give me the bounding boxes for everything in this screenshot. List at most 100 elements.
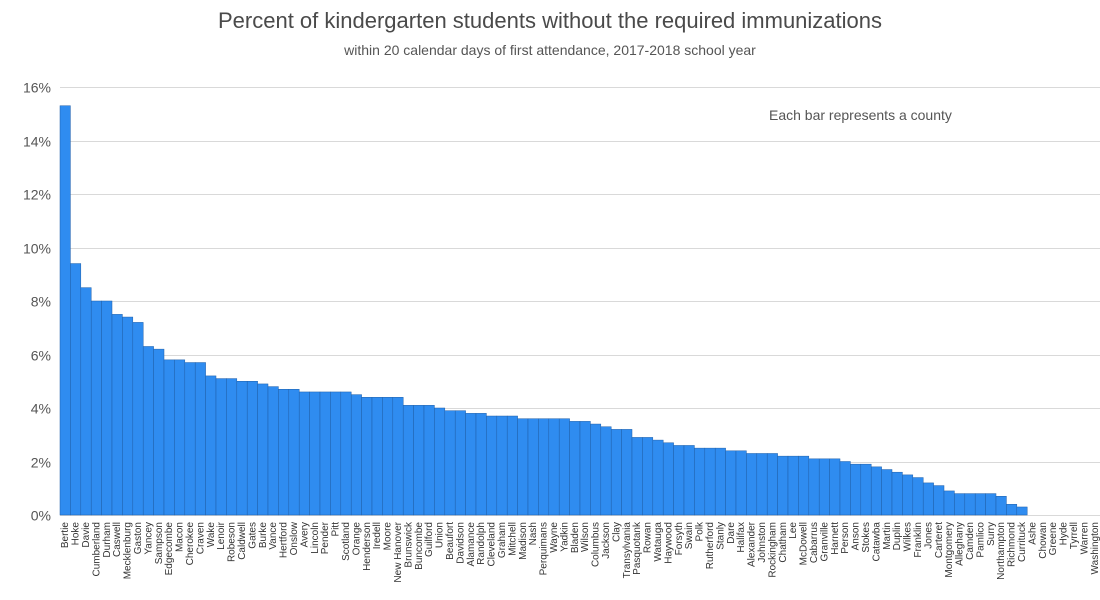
bar bbox=[496, 415, 508, 516]
chart-annotation: Each bar represents a county bbox=[769, 107, 952, 123]
bar bbox=[642, 437, 654, 516]
y-tick-label: 4% bbox=[31, 401, 51, 417]
x-tick-label: Franklin bbox=[913, 522, 924, 558]
bar bbox=[922, 482, 934, 516]
bar bbox=[486, 415, 498, 516]
x-tick-label: Brunswick bbox=[403, 521, 414, 568]
gridlines bbox=[60, 87, 1100, 516]
bar bbox=[122, 316, 134, 516]
bar bbox=[954, 493, 966, 516]
x-tick-label: Granville bbox=[819, 522, 830, 562]
bar bbox=[101, 300, 113, 516]
bar bbox=[756, 453, 768, 516]
x-tick-label: Davidson bbox=[455, 522, 466, 564]
x-axis-ticks: Bertie Hoke Davie Cumberland Durham Caswell Me… bbox=[60, 521, 1100, 583]
bar bbox=[506, 415, 518, 516]
bar bbox=[278, 389, 290, 516]
x-tick-label: Anson bbox=[851, 522, 862, 550]
bar bbox=[382, 397, 394, 516]
x-tick-label: Graham bbox=[497, 522, 508, 558]
x-tick-label: Harnett bbox=[830, 522, 841, 555]
x-tick-label: Yancey bbox=[143, 522, 154, 555]
x-tick-label: Stanly bbox=[715, 522, 726, 550]
x-tick-label: Onslow bbox=[289, 521, 300, 555]
bar bbox=[870, 466, 882, 516]
x-tick-label: Washington bbox=[1090, 522, 1100, 574]
x-tick-label: Davie bbox=[81, 522, 92, 548]
x-tick-label: Perquimans bbox=[539, 522, 550, 575]
x-tick-label: Columbus bbox=[591, 522, 602, 567]
x-tick-label: Lincoln bbox=[310, 522, 321, 554]
x-tick-label: Macon bbox=[175, 522, 186, 552]
bar bbox=[517, 418, 529, 516]
x-tick-label: Forsyth bbox=[674, 522, 685, 555]
x-tick-label: Wilson bbox=[580, 522, 591, 552]
x-tick-label: Wilkes bbox=[903, 522, 914, 551]
bar bbox=[839, 461, 851, 516]
x-tick-label: Tyrrell bbox=[1069, 522, 1080, 549]
x-tick-label: Orange bbox=[351, 522, 362, 556]
bar bbox=[475, 413, 487, 516]
x-tick-label: Greene bbox=[1048, 522, 1059, 556]
x-tick-label: Polk bbox=[695, 521, 706, 541]
bar bbox=[1016, 506, 1028, 516]
x-tick-label: Randolph bbox=[476, 522, 487, 565]
x-tick-label: Carteret bbox=[934, 522, 945, 558]
x-tick-label: Martin bbox=[882, 522, 893, 550]
y-tick-label: 12% bbox=[23, 187, 51, 203]
y-tick-label: 16% bbox=[23, 80, 51, 96]
x-tick-label: Hoke bbox=[71, 522, 82, 546]
bar bbox=[288, 389, 300, 516]
bar bbox=[434, 407, 446, 516]
bar bbox=[902, 474, 914, 516]
bar bbox=[392, 397, 404, 516]
bar bbox=[90, 300, 102, 516]
bar bbox=[818, 458, 830, 516]
y-axis-ticks: 0% 2% 4% 6% 8% 10% 12% 14% 16% bbox=[23, 80, 51, 524]
y-tick-label: 10% bbox=[23, 241, 51, 257]
bar bbox=[174, 359, 186, 516]
x-tick-label: Yadkin bbox=[559, 522, 570, 552]
x-tick-label: Cumberland bbox=[91, 522, 102, 576]
x-tick-label: Wake bbox=[206, 522, 217, 548]
bar bbox=[683, 445, 695, 516]
x-tick-label: Duplin bbox=[892, 522, 903, 550]
bar bbox=[631, 437, 643, 516]
x-tick-label: Hyde bbox=[1059, 522, 1070, 546]
x-tick-label: New Hanover bbox=[393, 521, 404, 582]
bar bbox=[153, 348, 165, 516]
bar bbox=[465, 413, 477, 516]
x-tick-label: Johnston bbox=[757, 522, 768, 563]
x-tick-label: Haywood bbox=[663, 522, 674, 564]
x-tick-label: Cabarrus bbox=[809, 522, 820, 563]
x-tick-label: Lenoir bbox=[216, 521, 227, 549]
x-tick-label: Craven bbox=[195, 522, 206, 554]
x-tick-label: Union bbox=[435, 522, 446, 548]
x-tick-label: Catawba bbox=[871, 522, 882, 562]
chart-subtitle: within 20 calendar days of first attenda… bbox=[344, 42, 756, 58]
bar bbox=[80, 287, 92, 516]
bars bbox=[59, 105, 1028, 516]
x-tick-label: Chatham bbox=[778, 522, 789, 563]
bar bbox=[850, 463, 862, 516]
x-tick-label: Gates bbox=[247, 522, 258, 549]
bar bbox=[298, 391, 310, 516]
bar bbox=[600, 426, 612, 516]
bar bbox=[319, 391, 331, 516]
bar bbox=[964, 493, 976, 516]
bar bbox=[267, 386, 279, 516]
x-tick-label: Alexander bbox=[747, 521, 758, 567]
x-tick-label: Caswell bbox=[112, 522, 123, 557]
bar bbox=[236, 381, 248, 516]
bar bbox=[340, 391, 352, 516]
x-tick-label: Wayne bbox=[549, 522, 560, 553]
y-tick-label: 0% bbox=[31, 508, 51, 524]
x-tick-label: Lee bbox=[788, 522, 799, 539]
bar bbox=[985, 493, 997, 516]
bar bbox=[974, 493, 986, 516]
bar bbox=[714, 447, 726, 516]
x-tick-label: Jackson bbox=[601, 522, 612, 559]
bar bbox=[610, 429, 622, 516]
chart-title: Percent of kindergarten students without… bbox=[217, 8, 883, 33]
x-tick-label: McDowell bbox=[799, 522, 810, 565]
